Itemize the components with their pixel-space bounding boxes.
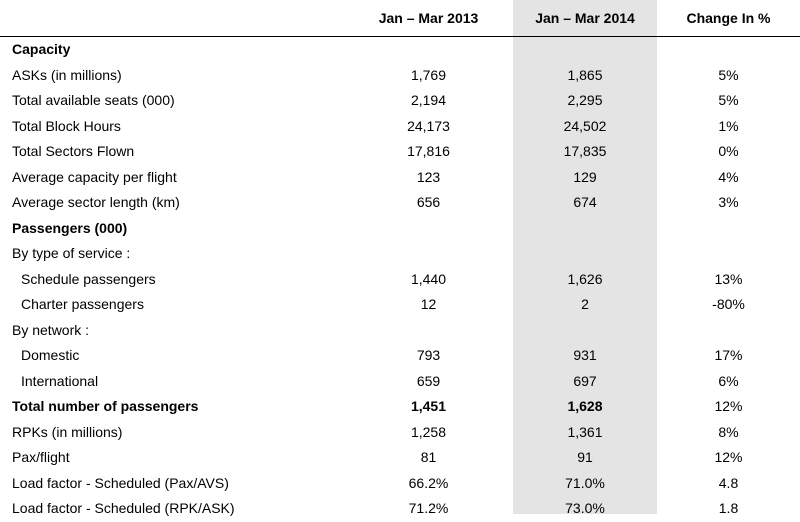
table-row: Total available seats (000) 2,194 2,295 … [0,88,800,114]
table-row: Average sector length (km) 656 674 3% [0,190,800,216]
value-2013: 66.2% [408,474,449,491]
section-row-passengers: Passengers (000) [0,216,800,242]
value-2014: 1,865 [567,66,603,83]
group-label: By network : [12,321,90,338]
header-label-cell [0,0,344,37]
value-change: 8% [718,423,739,440]
value-2014: 697 [573,372,597,389]
section-row-capacity: Capacity [0,37,800,63]
value-2014: 17,835 [563,143,607,160]
table-row: Charter passengers 12 2 -80% [0,292,800,318]
row-label: Load factor - Scheduled (Pax/AVS) [12,474,229,491]
table-row: ASKs (in millions) 1,769 1,865 5% [0,63,800,89]
value-2013: 81 [420,449,437,466]
column-header-change: Change In % [657,0,800,37]
row-label: Average sector length (km) [12,194,180,211]
total-row: Total number of passengers 1,451 1,628 1… [0,394,800,420]
value-change: 17% [714,347,743,364]
value-2013: 793 [416,347,441,364]
row-label: ASKs (in millions) [12,66,122,83]
row-label: International [21,372,99,389]
value-2014: 1,626 [567,270,603,287]
value-2014: 1,628 [567,398,603,415]
value-2013: 1,769 [410,66,447,83]
row-label: RPKs (in millions) [12,423,123,440]
value-change: 1.8 [718,500,739,517]
table-row: Average capacity per flight 123 129 4% [0,165,800,191]
group-row-by-service: By type of service : [0,241,800,267]
table-row: Domestic 793 931 17% [0,343,800,369]
group-label: By type of service : [12,245,131,262]
value-change: 4.8 [718,474,739,491]
row-label: Load factor - Scheduled (RPK/ASK) [12,500,235,517]
column-header-2014: Jan – Mar 2014 [513,0,657,37]
section-title: Capacity [12,41,71,58]
row-label: Average capacity per flight [12,168,177,185]
value-2014: 931 [573,347,597,364]
value-2013: 12 [420,296,437,313]
value-change: 0% [718,143,739,160]
value-2013: 24,173 [407,117,450,134]
value-2014: 129 [573,168,597,185]
row-label: Total number of passengers [12,398,199,415]
value-change: 5% [718,92,739,109]
table-row: Load factor - Scheduled (Pax/AVS) 66.2% … [0,471,800,497]
row-label: Total Sectors Flown [12,143,135,160]
row-label: Schedule passengers [21,270,156,287]
value-2014: 73.0% [565,500,605,517]
value-change: 13% [714,270,743,287]
value-2014: 24,502 [563,117,607,134]
value-change: 6% [718,372,739,389]
value-2014: 71.0% [565,474,605,491]
value-change: 5% [718,66,739,83]
table-row: International 659 697 6% [0,369,800,395]
value-2013: 659 [416,372,441,389]
table-row: Schedule passengers 1,440 1,626 13% [0,267,800,293]
value-2013: 17,816 [407,143,450,160]
row-label: Total available seats (000) [12,92,175,109]
value-2014: 1,361 [567,423,603,440]
table-row: Load factor - Scheduled (RPK/ASK) 71.2% … [0,496,800,522]
value-2013: 1,440 [410,270,447,287]
value-change: 12% [714,449,743,466]
value-2014: 674 [573,194,597,211]
value-change: -80% [712,296,745,313]
value-change: 1% [718,117,739,134]
value-2014: 2,295 [567,92,603,109]
row-label: Total Block Hours [12,117,121,134]
row-label: Pax/flight [12,449,70,466]
table-row: RPKs (in millions) 1,258 1,361 8% [0,420,800,446]
table-row: Total Block Hours 24,173 24,502 1% [0,114,800,140]
section-title: Passengers (000) [12,219,128,236]
value-2014: 2 [581,296,589,313]
row-label: Charter passengers [21,296,144,313]
value-2013: 1,258 [410,423,447,440]
header-row: Jan – Mar 2013 Jan – Mar 2014 Change In … [0,0,800,37]
value-2013: 1,451 [410,398,447,415]
column-header-2013: Jan – Mar 2013 [344,0,513,37]
table-row: Pax/flight 81 91 12% [0,445,800,471]
value-2014: 91 [577,449,593,466]
value-change: 3% [718,194,739,211]
value-2013: 123 [416,168,441,185]
value-2013: 2,194 [410,92,447,109]
row-label: Domestic [21,347,80,364]
table-row: Total Sectors Flown 17,816 17,835 0% [0,139,800,165]
value-change: 4% [718,168,739,185]
value-2013: 71.2% [408,500,449,517]
value-change: 12% [714,398,743,415]
value-2013: 656 [416,194,441,211]
highlighted-column-background [513,0,657,514]
group-row-by-network: By network : [0,318,800,344]
